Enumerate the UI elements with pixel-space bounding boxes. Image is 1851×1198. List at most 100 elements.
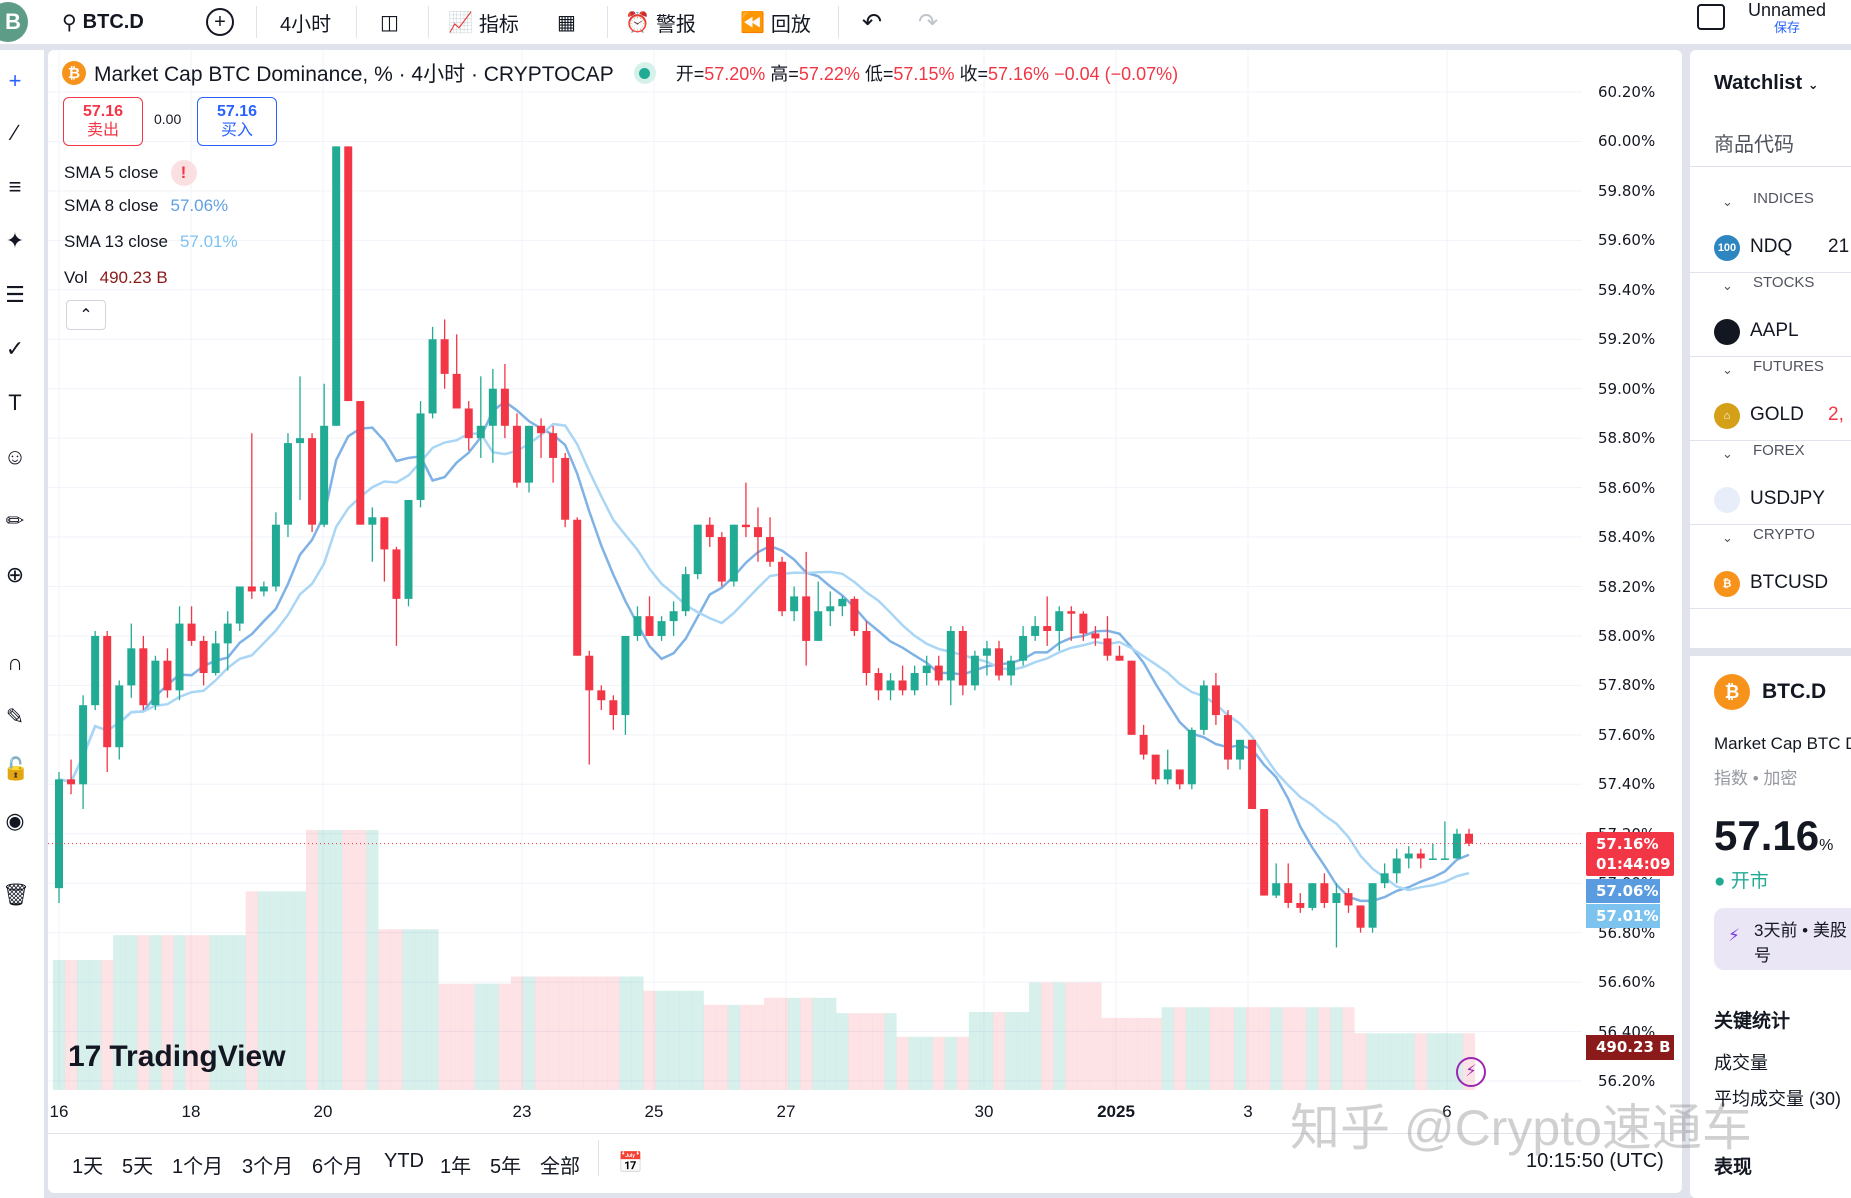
candle-body — [753, 527, 762, 538]
candle-body — [934, 665, 943, 681]
lock-drawing-icon[interactable]: ✎ — [5, 704, 25, 729]
layout-checkbox-icon[interactable] — [1697, 4, 1725, 30]
alerts-button[interactable]: ⏰ 警报 — [625, 0, 696, 44]
collapse-legend-button[interactable]: ⌃ — [66, 300, 106, 330]
candle — [308, 433, 317, 533]
range-button[interactable]: 5天 — [122, 1156, 154, 1178]
candle — [609, 695, 618, 730]
redo-button[interactable]: ↷ — [918, 0, 938, 44]
watchlist-value: 2, — [1828, 404, 1844, 425]
legend-volume[interactable]: Vol 490.23 B — [64, 268, 168, 288]
undo-button[interactable]: ↶ — [862, 0, 882, 44]
watchlist-item-usdjpy[interactable]: USDJPY — [1750, 488, 1825, 509]
last-price-tag: 57.16% 01:44:09 — [1586, 832, 1674, 876]
volume-bar — [1221, 1007, 1235, 1090]
candle-body — [55, 779, 63, 889]
legend-sma8[interactable]: SMA 8 close 57.06% — [64, 196, 228, 216]
candle — [705, 517, 714, 547]
pattern-icon[interactable]: ✦ — [5, 228, 25, 253]
trash-icon[interactable]: 🗑 — [2, 882, 30, 907]
range-button[interactable]: YTD — [384, 1150, 424, 1172]
trend-line-icon[interactable]: ∕ — [13, 120, 17, 145]
watchlist-item-btcusd[interactable]: BTCUSD — [1750, 572, 1829, 593]
layouts-button[interactable]: ▦ — [557, 0, 576, 44]
chevron-down-icon[interactable]: ⌄ — [1722, 530, 1733, 545]
news-card[interactable]: ⚡ 3天前 • 美股号 — [1714, 908, 1851, 970]
buy-button[interactable]: 57.16 买入 — [197, 97, 277, 146]
candle — [115, 680, 124, 760]
candle — [512, 413, 521, 488]
volume-bar — [775, 997, 789, 1090]
price-tick: 58.40% — [1598, 528, 1656, 547]
layout-name-button[interactable]: Unnamed 保存 — [1748, 0, 1826, 36]
calendar-icon[interactable]: 📅 — [618, 1152, 643, 1174]
sell-button[interactable]: 57.16 卖出 — [63, 97, 143, 146]
ruler-icon[interactable]: ✏ — [5, 508, 25, 533]
range-button[interactable]: 1天 — [72, 1156, 104, 1178]
candle — [1079, 611, 1088, 641]
emoji-icon[interactable]: ☺ — [3, 444, 27, 469]
indicators-icon: 📈 — [448, 11, 473, 34]
watchlist-item-aapl[interactable]: AAPL — [1750, 320, 1799, 341]
chevron-down-icon[interactable]: ⌄ — [1722, 446, 1733, 461]
candle — [1019, 626, 1028, 666]
indicators-button[interactable]: 📈 指标 — [448, 0, 519, 44]
volume-bar — [751, 1004, 765, 1090]
candle — [380, 517, 389, 582]
fib-lines-icon[interactable]: ≡ — [8, 174, 22, 199]
volume-bar — [547, 976, 560, 1090]
crosshair-icon[interactable]: + — [8, 68, 22, 93]
watchlist-section-indices[interactable]: INDICES — [1753, 190, 1814, 207]
candle — [729, 524, 738, 587]
range-button[interactable]: 1个月 — [172, 1156, 224, 1178]
range-button[interactable]: 5年 — [490, 1156, 522, 1178]
legend-sma5[interactable]: SMA 5 close! — [64, 160, 197, 186]
candle-body — [1115, 655, 1124, 661]
chart-title[interactable]: Market Cap BTC Dominance, % · 4小时 · CRYP… — [94, 63, 614, 86]
chevron-down-icon[interactable]: ⌄ — [1722, 362, 1733, 377]
volume-bar — [932, 1036, 945, 1090]
chevron-down-icon[interactable]: ⌄ — [1722, 278, 1733, 293]
utc-clock[interactable]: 10:15:50 (UTC) — [1526, 1150, 1664, 1172]
watchlist-dropdown[interactable]: Watchlist ⌄ — [1714, 72, 1819, 95]
interval-button[interactable]: 4小时 — [280, 0, 331, 44]
eye-icon[interactable]: ◉ — [5, 808, 25, 833]
price-tick: 59.20% — [1598, 330, 1656, 349]
range-button[interactable]: 1年 — [440, 1156, 472, 1178]
brush-icon[interactable]: ✓ — [5, 336, 25, 361]
compare-button[interactable]: + — [206, 0, 234, 44]
chart-type-button[interactable]: ◫ — [380, 0, 399, 44]
lightning-icon[interactable]: ⚡ — [1456, 1057, 1486, 1087]
legend-sma13[interactable]: SMA 13 close 57.01% — [64, 232, 238, 252]
watchlist-item-ndq[interactable]: NDQ — [1750, 236, 1793, 257]
symbol-search-input[interactable]: 商品代码 — [1714, 134, 1794, 156]
volume-bar — [1197, 1007, 1210, 1090]
chevron-down-icon[interactable]: ⌄ — [1722, 194, 1733, 209]
zoom-in-icon[interactable]: ⊕ — [5, 562, 25, 587]
lock-icon[interactable]: 🔓 — [2, 756, 30, 781]
candle — [1368, 883, 1377, 933]
candle — [561, 452, 570, 528]
watchlist-section-futures[interactable]: FUTURES — [1753, 358, 1824, 375]
tradingview-logo[interactable]: 17 TradingView — [68, 1040, 286, 1074]
candle — [199, 635, 208, 686]
watchlist-item-gold[interactable]: GOLD — [1750, 404, 1804, 425]
magnet-icon[interactable]: ∩ — [7, 650, 23, 675]
text-icon[interactable]: T — [8, 390, 22, 415]
candle-body — [91, 635, 100, 706]
price-tick: 58.60% — [1598, 478, 1656, 497]
range-button[interactable]: 3个月 — [242, 1156, 294, 1178]
price-tick: 59.40% — [1598, 280, 1656, 299]
candle-body — [1380, 873, 1389, 884]
projection-icon[interactable]: ☰ — [5, 282, 25, 307]
replay-button[interactable]: ⏪ 回放 — [740, 0, 811, 44]
volume-stat-label: 成交量 — [1714, 1053, 1768, 1073]
watchlist-section-stocks[interactable]: STOCKS — [1753, 274, 1815, 291]
symbol-search-button[interactable]: ⚲ BTC.D — [62, 0, 144, 44]
vol-label: Vol — [64, 268, 88, 287]
watchlist-section-forex[interactable]: FOREX — [1753, 442, 1805, 459]
range-button[interactable]: 6个月 — [312, 1156, 364, 1178]
range-button[interactable]: 全部 — [540, 1156, 580, 1178]
watchlist-section-crypto[interactable]: CRYPTO — [1753, 526, 1815, 543]
